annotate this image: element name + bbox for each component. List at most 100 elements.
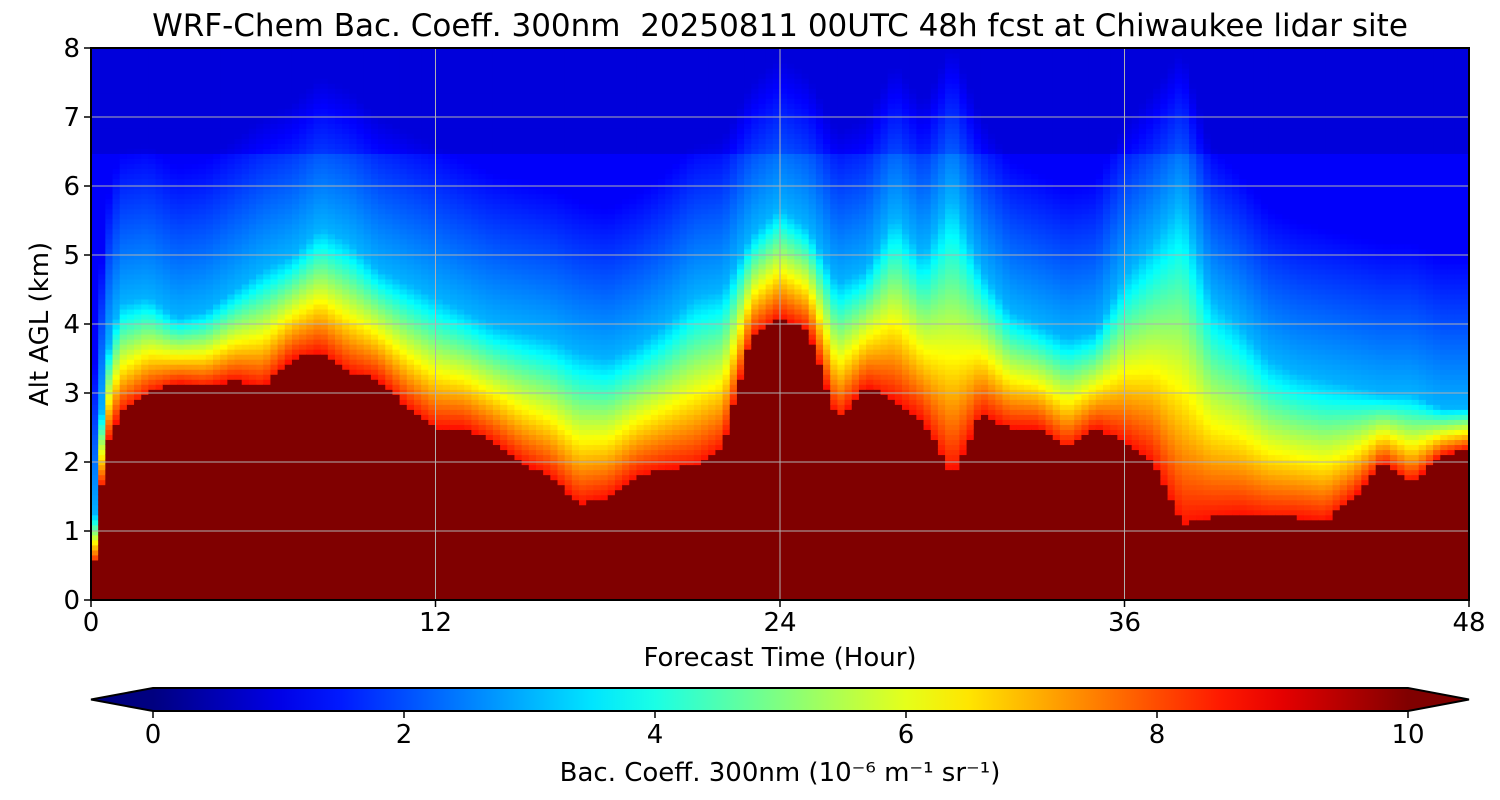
- heatmap-cell: [177, 173, 185, 180]
- heatmap-cell: [134, 384, 142, 390]
- heatmap-cell: [91, 198, 99, 205]
- heatmap-cell: [378, 318, 386, 325]
- heatmap-cell: [399, 534, 408, 541]
- heatmap-cell: [220, 138, 228, 144]
- heatmap-cell: [306, 504, 315, 511]
- heatmap-cell: [313, 469, 322, 476]
- heatmap-cell: [105, 98, 114, 104]
- heatmap-cell: [256, 208, 264, 215]
- heatmap-cell: [277, 213, 286, 220]
- heatmap-cell: [198, 539, 207, 546]
- heatmap-cell: [184, 524, 193, 531]
- heatmap-cell: [184, 148, 193, 154]
- heatmap-cell: [248, 298, 257, 305]
- heatmap-cell: [248, 594, 257, 600]
- heatmap-cell: [385, 93, 394, 99]
- heatmap-cell: [234, 208, 243, 215]
- heatmap-cell: [162, 429, 171, 435]
- heatmap-cell: [177, 63, 185, 69]
- heatmap-cell: [162, 509, 171, 516]
- heatmap-cell: [241, 589, 250, 596]
- heatmap-cell: [91, 429, 99, 435]
- heatmap-cell: [177, 98, 185, 104]
- heatmap-cell: [356, 469, 365, 476]
- heatmap-cell: [342, 439, 350, 446]
- heatmap-cell: [284, 118, 293, 124]
- heatmap-cell: [342, 118, 350, 124]
- heatmap-cell: [141, 504, 150, 511]
- heatmap-cell: [241, 344, 250, 350]
- heatmap-cell: [234, 303, 243, 310]
- heatmap-cell: [184, 243, 193, 250]
- heatmap-cell: [263, 103, 272, 109]
- heatmap-cell: [248, 404, 257, 410]
- heatmap-cell: [105, 298, 114, 305]
- heatmap-cell: [263, 118, 272, 124]
- heatmap-cell: [313, 439, 322, 446]
- heatmap-cell: [241, 399, 250, 405]
- heatmap-cell: [119, 594, 128, 600]
- heatmap-cell: [284, 248, 293, 255]
- heatmap-cell: [277, 454, 286, 461]
- heatmap-cell: [385, 359, 394, 365]
- heatmap-cell: [284, 193, 293, 200]
- heatmap-cell: [291, 308, 300, 315]
- heatmap-cell: [277, 359, 286, 365]
- heatmap-cell: [335, 103, 343, 109]
- heatmap-cell: [148, 53, 157, 59]
- heatmap-cell: [306, 514, 315, 521]
- heatmap-cell: [320, 313, 329, 320]
- heatmap-cell: [155, 73, 164, 79]
- heatmap-cell: [306, 569, 315, 576]
- heatmap-cell: [98, 133, 106, 139]
- heatmap-cell: [205, 78, 214, 84]
- heatmap-cell: [191, 53, 200, 59]
- heatmap-cell: [234, 193, 243, 200]
- heatmap-cell: [98, 293, 106, 300]
- heatmap-cell: [227, 589, 236, 596]
- heatmap-cell: [284, 354, 293, 360]
- heatmap-cell: [306, 83, 315, 89]
- heatmap-cell: [320, 514, 329, 521]
- heatmap-cell: [342, 389, 350, 395]
- heatmap-cell: [241, 324, 250, 330]
- heatmap-cell: [256, 404, 264, 410]
- heatmap-cell: [356, 544, 365, 551]
- heatmap-cell: [406, 399, 415, 405]
- heatmap-cell: [234, 449, 243, 456]
- heatmap-cell: [299, 153, 307, 159]
- heatmap-cell: [327, 208, 336, 215]
- heatmap-cell: [227, 484, 236, 491]
- heatmap-cell: [406, 178, 415, 185]
- heatmap-cell: [378, 474, 386, 481]
- heatmap-cell: [112, 238, 121, 245]
- heatmap-cell: [234, 569, 243, 576]
- heatmap-cell: [291, 404, 300, 410]
- heatmap-cell: [91, 474, 99, 481]
- heatmap-cell: [256, 369, 264, 375]
- heatmap-cell: [220, 374, 228, 380]
- heatmap-cell: [227, 63, 236, 69]
- heatmap-cell: [363, 208, 372, 215]
- heatmap-cell: [363, 359, 372, 365]
- heatmap-cell: [112, 208, 121, 215]
- heatmap-cell: [177, 504, 185, 511]
- heatmap-cell: [105, 399, 114, 405]
- heatmap-cell: [177, 339, 185, 345]
- heatmap-cell: [241, 569, 250, 576]
- heatmap-cell: [191, 133, 200, 139]
- heatmap-cell: [248, 118, 257, 124]
- heatmap-cell: [277, 93, 286, 99]
- heatmap-cell: [270, 444, 279, 451]
- heatmap-cell: [363, 469, 372, 476]
- heatmap-cell: [335, 138, 343, 144]
- heatmap-cell: [184, 273, 193, 280]
- heatmap-cell: [306, 389, 315, 395]
- heatmap-cell: [248, 308, 257, 315]
- heatmap-cell: [356, 58, 365, 64]
- heatmap-cell: [134, 489, 142, 496]
- heatmap-cell: [270, 569, 279, 576]
- heatmap-cell: [392, 474, 401, 481]
- heatmap-cell: [105, 564, 114, 571]
- heatmap-cell: [241, 574, 250, 581]
